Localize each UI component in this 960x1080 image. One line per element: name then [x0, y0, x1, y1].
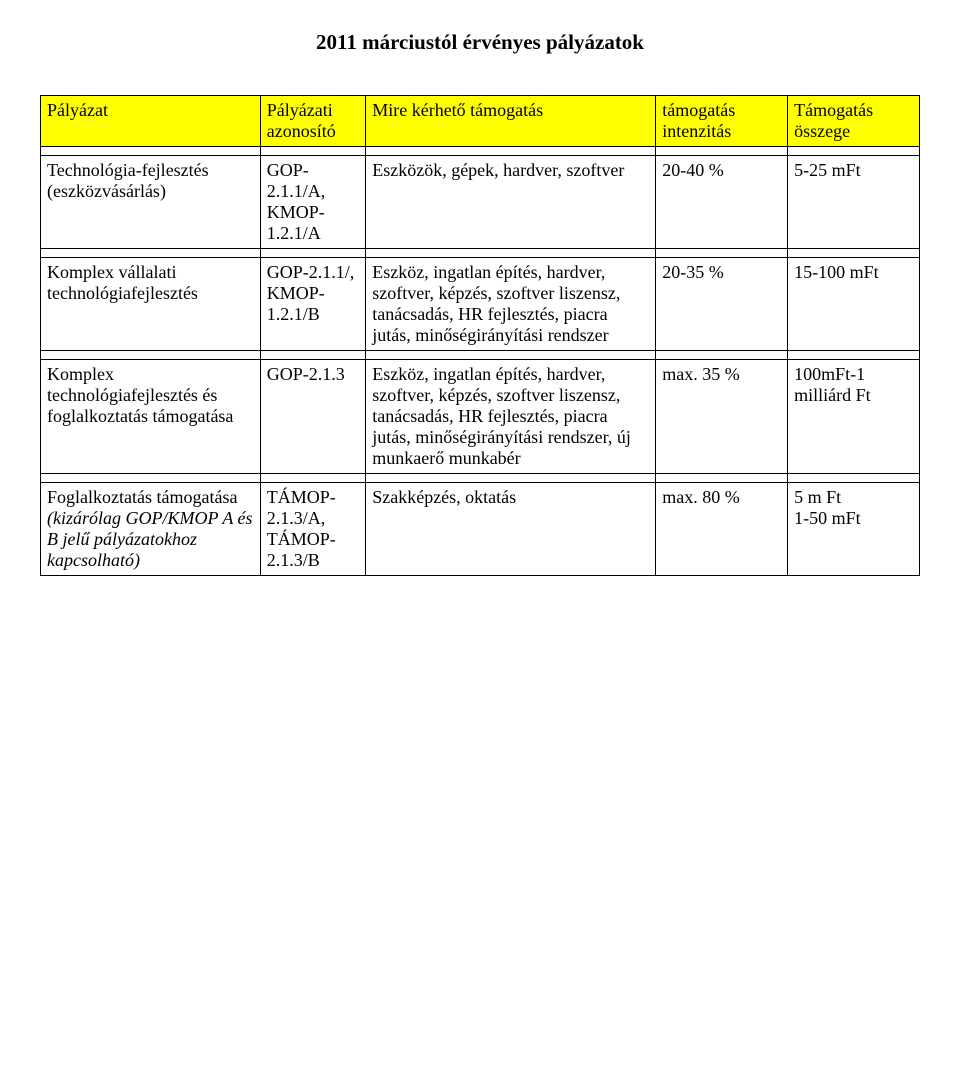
table-header-row: Pályázat Pályázati azonosító Mire kérhet…: [41, 96, 920, 147]
cell-azonosito: GOP-2.1.1/, KMOP-1.2.1/B: [260, 258, 365, 351]
cell-intenzitas: 20-40 %: [656, 156, 788, 249]
cell-mire: Eszköz, ingatlan építés, hardver, szoftv…: [366, 258, 656, 351]
cell-mire: Eszköz, ingatlan építés, hardver, szoftv…: [366, 360, 656, 474]
col-header-azonosito: Pályázati azonosító: [260, 96, 365, 147]
cell-intenzitas: 20-35 %: [656, 258, 788, 351]
cell-palyazat: Komplex technológiafejlesztés és foglalk…: [41, 360, 261, 474]
table-row: Komplex vállalati technológiafejlesztés …: [41, 258, 920, 351]
grants-table: Pályázat Pályázati azonosító Mire kérhet…: [40, 95, 920, 576]
cell-osszeg: 5 m Ft 1-50 mFt: [788, 483, 920, 576]
col-header-osszeg: Támogatás összege: [788, 96, 920, 147]
cell-osszeg: 100mFt-1 milliárd Ft: [788, 360, 920, 474]
table-row: Foglalkoztatás támogatása (kizárólag GOP…: [41, 483, 920, 576]
col-header-intenzitas: támogatás intenzitás: [656, 96, 788, 147]
table-spacer: [41, 249, 920, 258]
cell-intenzitas: max. 35 %: [656, 360, 788, 474]
cell-azonosito: GOP-2.1.3: [260, 360, 365, 474]
page-title: 2011 márciustól érvényes pályázatok: [40, 30, 920, 55]
table-row: Technológia-fejlesztés (eszközvásárlás) …: [41, 156, 920, 249]
cell-palyazat: Foglalkoztatás támogatása (kizárólag GOP…: [41, 483, 261, 576]
cell-intenzitas: max. 80 %: [656, 483, 788, 576]
cell-azonosito: TÁMOP-2.1.3/A, TÁMOP-2.1.3/B: [260, 483, 365, 576]
cell-palyazat: Komplex vállalati technológiafejlesztés: [41, 258, 261, 351]
cell-mire: Szakképzés, oktatás: [366, 483, 656, 576]
cell-azonosito: GOP-2.1.1/A, KMOP-1.2.1/A: [260, 156, 365, 249]
cell-osszeg: 5-25 mFt: [788, 156, 920, 249]
table-spacer: [41, 474, 920, 483]
cell-text-italic: (kizárólag GOP/KMOP A és B jelű pályázat…: [47, 508, 253, 570]
col-header-palyazat: Pályázat: [41, 96, 261, 147]
table-spacer: [41, 351, 920, 360]
table-row: Komplex technológiafejlesztés és foglalk…: [41, 360, 920, 474]
cell-mire: Eszközök, gépek, hardver, szoftver: [366, 156, 656, 249]
cell-osszeg: 15-100 mFt: [788, 258, 920, 351]
cell-text-plain: Foglalkoztatás támogatása: [47, 487, 237, 507]
cell-palyazat: Technológia-fejlesztés (eszközvásárlás): [41, 156, 261, 249]
table-spacer: [41, 147, 920, 156]
col-header-mire: Mire kérhető támogatás: [366, 96, 656, 147]
